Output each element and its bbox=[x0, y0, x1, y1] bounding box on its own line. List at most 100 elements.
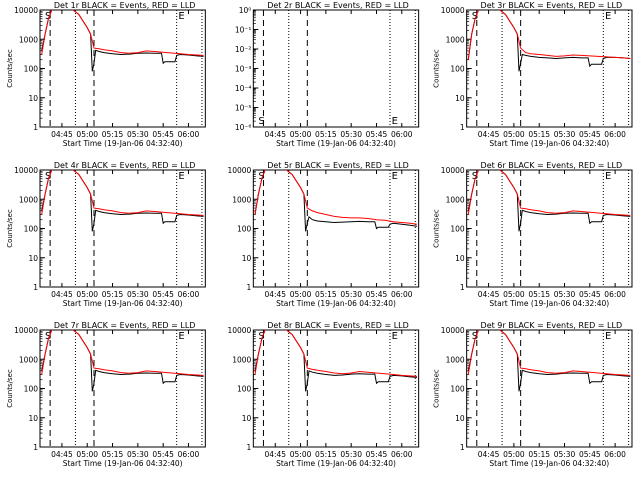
x-tick-label: 05:15 bbox=[528, 130, 550, 139]
x-tick-label: 05:00 bbox=[76, 290, 98, 299]
y-tick-label: 100 bbox=[237, 225, 252, 234]
y-tick-label: 10 bbox=[28, 254, 38, 263]
x-tick-label: 05:00 bbox=[290, 450, 312, 459]
y-tick-label: 10⁻¹ bbox=[235, 26, 252, 35]
y-tick-label: 10⁰ bbox=[239, 6, 252, 15]
start-marker-label: S bbox=[472, 331, 478, 342]
x-tick-label: 04:45 bbox=[478, 290, 500, 299]
end-marker-label: E bbox=[178, 331, 184, 342]
x-tick-label: 04:45 bbox=[478, 130, 500, 139]
y-tick-label: 100 bbox=[237, 385, 252, 394]
lld-rate-line bbox=[254, 170, 418, 225]
x-tick-label: 05:30 bbox=[554, 450, 576, 459]
x-tick-label: 05:45 bbox=[579, 450, 601, 459]
x-tick-label: 05:15 bbox=[102, 450, 124, 459]
y-tick-label: 10 bbox=[28, 414, 38, 423]
plot-frame bbox=[252, 169, 420, 288]
detector-panel: Det 6r BLACK = Events, RED = LLD 1 10 100 10… bbox=[433, 161, 633, 308]
lld-rate-line bbox=[254, 330, 418, 377]
events-rate-line bbox=[41, 330, 204, 392]
x-tick-label: 04:45 bbox=[264, 290, 286, 299]
y-tick-label: 10 bbox=[242, 254, 252, 263]
x-axis-label: Start Time (19-Jan-06 04:32:40) bbox=[63, 139, 183, 148]
x-tick-label: 05:45 bbox=[152, 450, 174, 459]
y-tick-label: 10 bbox=[28, 94, 38, 103]
events-rate-line bbox=[254, 170, 418, 232]
x-tick-label: 04:45 bbox=[51, 130, 73, 139]
end-marker-label: E bbox=[392, 331, 398, 342]
x-tick-label: 05:15 bbox=[315, 450, 337, 459]
lld-rate-line bbox=[41, 10, 204, 56]
x-tick-label: 06:00 bbox=[178, 290, 200, 299]
start-marker-label: S bbox=[45, 11, 51, 22]
end-marker-label: E bbox=[392, 116, 398, 127]
x-axis-label: Start Time (19-Jan-06 04:32:40) bbox=[276, 139, 396, 148]
y-axis-label: Counts/sec bbox=[6, 49, 14, 88]
lld-rate-line bbox=[41, 170, 204, 216]
start-marker-label: S bbox=[45, 331, 51, 342]
y-tick-label: 1000 bbox=[19, 355, 38, 364]
x-axis-label: Start Time (19-Jan-06 04:32:40) bbox=[489, 459, 609, 468]
events-rate-line bbox=[254, 330, 418, 392]
y-tick-label: 10000 bbox=[14, 6, 38, 15]
y-tick-label: 1 bbox=[460, 443, 465, 452]
panel-title: Det 8r BLACK = Events, RED = LLD bbox=[267, 321, 409, 330]
y-tick-label: 1 bbox=[460, 123, 465, 132]
end-marker-label: E bbox=[605, 171, 611, 182]
x-tick-label: 06:00 bbox=[604, 450, 626, 459]
x-tick-label: 04:45 bbox=[264, 450, 286, 459]
x-axis-label: Start Time (19-Jan-06 04:32:40) bbox=[489, 299, 609, 308]
lld-rate-line bbox=[467, 330, 631, 376]
x-tick-label: 05:30 bbox=[340, 450, 362, 459]
plot-frame bbox=[466, 9, 633, 128]
y-tick-label: 1 bbox=[460, 283, 465, 292]
y-tick-label: 10000 bbox=[14, 166, 38, 175]
panel-title: Det 1r BLACK = Events, RED = LLD bbox=[54, 1, 196, 10]
x-tick-label: 06:00 bbox=[391, 130, 413, 139]
y-tick-label: 10⁻⁵ bbox=[235, 104, 252, 113]
x-axis-label: Start Time (19-Jan-06 04:32:40) bbox=[63, 459, 183, 468]
x-tick-label: 04:45 bbox=[478, 450, 500, 459]
lld-rate-line bbox=[467, 170, 631, 216]
y-axis-label: Counts/sec bbox=[433, 49, 441, 88]
plot-frame bbox=[252, 329, 420, 448]
y-tick-label: 10000 bbox=[441, 326, 465, 335]
x-axis-label: Start Time (19-Jan-06 04:32:40) bbox=[489, 139, 609, 148]
start-marker-label: S bbox=[258, 171, 264, 182]
y-tick-label: 100 bbox=[450, 65, 465, 74]
plot-frame bbox=[466, 329, 633, 448]
y-tick-label: 1000 bbox=[446, 195, 465, 204]
end-marker-label: E bbox=[392, 171, 398, 182]
x-tick-label: 05:30 bbox=[340, 130, 362, 139]
y-tick-label: 1000 bbox=[446, 35, 465, 44]
x-tick-label: 05:15 bbox=[315, 130, 337, 139]
plot-frame bbox=[39, 329, 206, 448]
y-tick-label: 1 bbox=[33, 283, 38, 292]
detector-panel: Det 3r BLACK = Events, RED = LLD 1 10 100 10… bbox=[433, 1, 633, 148]
detector-panel: Det 7r BLACK = Events, RED = LLD 1 10 100 10… bbox=[6, 321, 206, 468]
x-tick-label: 05:00 bbox=[76, 450, 98, 459]
x-tick-label: 05:00 bbox=[290, 130, 312, 139]
panel-title: Det 7r BLACK = Events, RED = LLD bbox=[54, 321, 196, 330]
x-tick-label: 05:45 bbox=[366, 450, 388, 459]
x-axis-label: Start Time (19-Jan-06 04:32:40) bbox=[63, 299, 183, 308]
end-marker-label: E bbox=[605, 331, 611, 342]
y-axis-label: Counts/sec bbox=[433, 369, 441, 408]
y-tick-label: 1000 bbox=[232, 355, 251, 364]
panel-title: Det 5r BLACK = Events, RED = LLD bbox=[267, 161, 409, 170]
start-marker-label: S bbox=[258, 331, 264, 342]
detector-panel: Det 8r BLACK = Events, RED = LLD 1 10 100 10… bbox=[227, 321, 420, 468]
end-marker-label: E bbox=[605, 11, 611, 22]
end-marker-label: E bbox=[178, 171, 184, 182]
x-tick-label: 04:45 bbox=[51, 290, 73, 299]
lld-rate-line bbox=[41, 330, 204, 376]
x-axis-label: Start Time (19-Jan-06 04:32:40) bbox=[276, 459, 396, 468]
y-tick-label: 1000 bbox=[19, 35, 38, 44]
x-tick-label: 05:00 bbox=[503, 450, 525, 459]
x-tick-label: 04:45 bbox=[51, 450, 73, 459]
x-tick-label: 06:00 bbox=[391, 290, 413, 299]
y-tick-label: 10 bbox=[455, 414, 465, 423]
y-tick-label: 100 bbox=[450, 225, 465, 234]
x-tick-label: 05:45 bbox=[579, 130, 601, 139]
x-tick-label: 05:15 bbox=[102, 290, 124, 299]
